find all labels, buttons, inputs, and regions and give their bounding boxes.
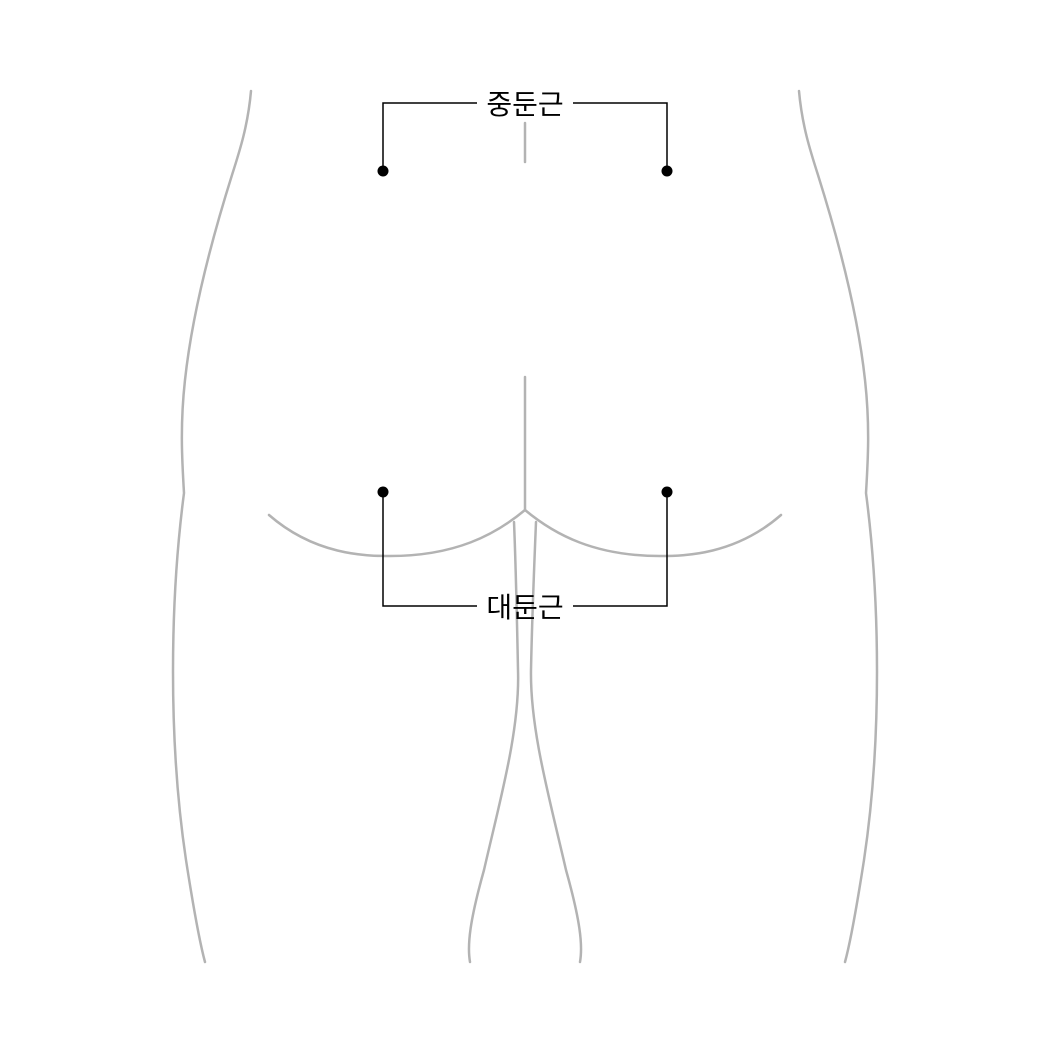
right-inner-thigh (529, 520, 583, 964)
right-body-contour (797, 89, 879, 964)
left-inner-thigh (467, 520, 520, 964)
left-body-contour (171, 89, 253, 964)
lower-left-leader-line (382, 492, 477, 607)
upper-right-marker (661, 165, 673, 177)
left-gluteal-fold (267, 508, 527, 558)
lower-muscle-callout: 대둔근 (377, 486, 673, 624)
lower-muscle-label: 대둔근 (486, 591, 563, 624)
upper-muscle-callout: 중둔근 (377, 88, 673, 177)
upper-left-leader-line (382, 102, 477, 171)
upper-right-leader-line (573, 102, 668, 171)
upper-left-marker (377, 165, 389, 177)
upper-muscle-label: 중둔근 (486, 88, 563, 121)
lower-right-leader-line (573, 492, 668, 607)
right-gluteal-fold (523, 508, 783, 558)
body-outline (171, 89, 879, 964)
lower-right-marker (661, 486, 673, 498)
lower-left-marker (377, 486, 389, 498)
